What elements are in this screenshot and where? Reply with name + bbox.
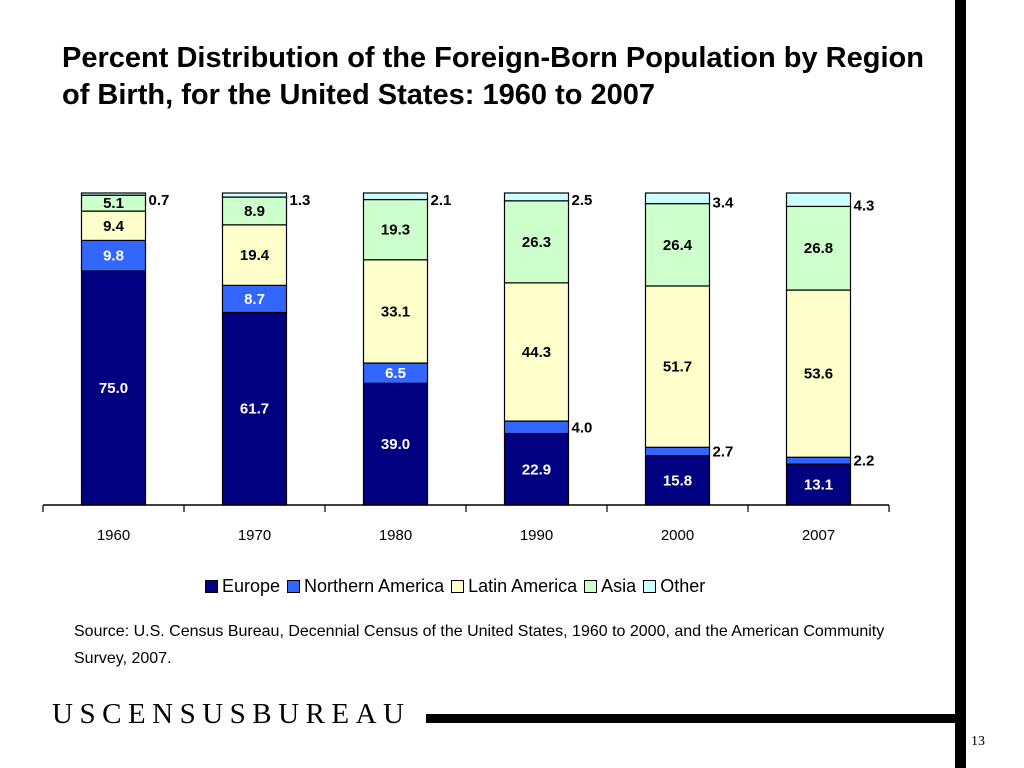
bar-segment-asia-1980: [362, 198, 429, 261]
bar-segment-other-2000: [644, 192, 711, 205]
bar-segment-latin-america-1990: [503, 282, 570, 422]
legend-swatch: [643, 580, 657, 593]
data-label: 15.8: [663, 472, 692, 489]
x-tick-label: 2007: [802, 527, 835, 544]
legend-item-latin-america: Latin America: [451, 576, 577, 597]
data-label: 53.6: [804, 366, 833, 383]
data-label: 0.7: [149, 192, 170, 209]
legend-label: Other: [660, 576, 706, 596]
data-label: 9.8: [103, 248, 124, 265]
legend-label: Northern America: [304, 576, 445, 596]
data-label: 61.7: [240, 401, 269, 418]
data-label: 4.3: [854, 197, 875, 214]
legend-swatch: [584, 580, 598, 593]
page-title: Percent Distribution of the Foreign-Born…: [62, 42, 924, 111]
data-label: 6.5: [385, 365, 406, 382]
page-number: 13: [971, 734, 985, 749]
legend-swatch: [287, 580, 301, 593]
data-label: 19.3: [381, 222, 410, 239]
bar-segment-asia-2007: [785, 205, 852, 291]
data-label: 26.4: [663, 237, 693, 254]
x-tick-label: 1970: [238, 527, 271, 544]
data-label: 26.8: [804, 240, 833, 257]
bar-segment-northern-america-1970: [221, 284, 288, 314]
data-label: 2.5: [572, 192, 593, 209]
census-bureau-logo: USCENSUSBUREAU: [52, 698, 411, 730]
bar-segment-other-1970: [221, 192, 288, 198]
data-label: 26.3: [522, 234, 551, 251]
bar-segment-other-1960: [80, 192, 147, 196]
legend-label: Latin America: [468, 576, 578, 596]
bar-segment-latin-america-1980: [362, 259, 429, 364]
x-tick-label: 1960: [97, 527, 130, 544]
footer-rule: [426, 714, 966, 723]
data-label: 5.1: [103, 195, 124, 212]
data-label: 2.1: [431, 192, 452, 209]
x-tick-label: 2000: [661, 527, 694, 544]
data-label: 13.1: [804, 477, 833, 494]
bar-segment-europe-1980: [362, 382, 429, 506]
legend-item-northern-america: Northern America: [287, 576, 444, 597]
data-label: 2.2: [854, 453, 875, 470]
legend-swatch: [451, 580, 465, 593]
bar-segment-other-1980: [362, 192, 429, 201]
bar-segment-other-1990: [503, 192, 570, 202]
chart-legend: Europe Northern America Latin America Asia O…: [205, 576, 712, 597]
source-note: Source: U.S. Census Bureau, Decennial Ce…: [74, 623, 885, 667]
bar-segment-asia-1970: [221, 196, 288, 226]
legend-label: Europe: [222, 576, 281, 596]
bar-segment-latin-america-1970: [221, 224, 288, 286]
legend-label: Asia: [601, 576, 637, 596]
data-label: 51.7: [663, 359, 692, 376]
data-label: 19.4: [240, 247, 270, 264]
x-tick-label: 1990: [520, 527, 553, 544]
bar-segment-asia-2000: [644, 203, 711, 287]
data-label: 9.4: [103, 218, 125, 235]
legend-item-europe: Europe: [205, 576, 280, 597]
bar-segment-latin-america-2000: [644, 285, 711, 448]
bar-segment-other-2007: [785, 192, 852, 208]
x-tick-label: 1980: [379, 527, 412, 544]
bar-segment-northern-america-2000: [644, 446, 711, 457]
data-label: 44.3: [522, 344, 551, 361]
data-label: 8.9: [244, 203, 265, 220]
data-label: 39.0: [381, 436, 410, 453]
bar-segment-europe-1990: [503, 432, 570, 506]
legend-item-other: Other: [643, 576, 705, 597]
right-border-bar: [955, 0, 966, 768]
data-label: 22.9: [522, 461, 551, 478]
bar-segment-northern-america-1990: [503, 420, 570, 435]
data-label: 75.0: [99, 380, 128, 397]
bar-segment-europe-2000: [644, 455, 711, 506]
data-label: 4.0: [572, 419, 593, 436]
legend-swatch: [205, 580, 218, 593]
legend-item-asia: Asia: [584, 576, 636, 597]
data-label: 3.4: [713, 195, 735, 212]
bar-segment-northern-america-1960: [80, 239, 147, 272]
data-label: 2.7: [713, 443, 734, 460]
data-label: 1.3: [290, 192, 311, 209]
bar-segment-northern-america-2007: [785, 456, 852, 465]
data-label: 8.7: [244, 291, 265, 308]
data-label: 33.1: [381, 303, 410, 320]
